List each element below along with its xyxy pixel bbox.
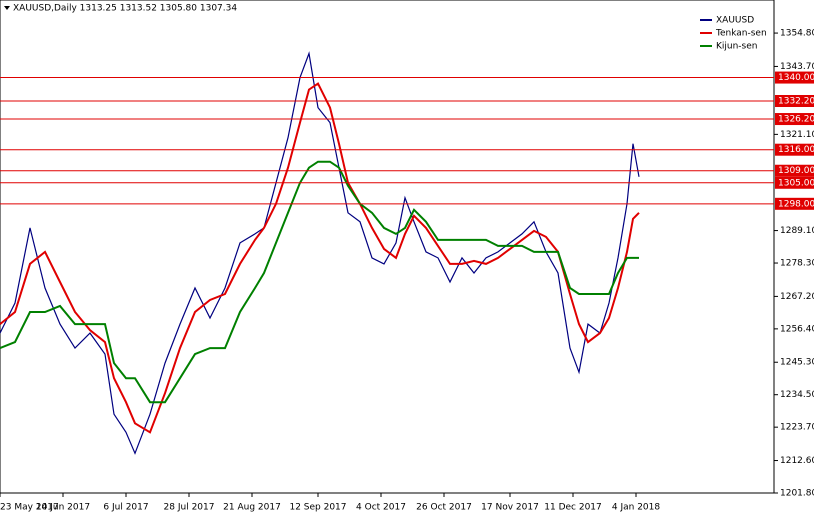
x-tick-label: 23 May 2017 bbox=[0, 503, 59, 513]
y-tick-label: 1245.30 bbox=[780, 358, 814, 368]
level-tag bbox=[775, 197, 814, 210]
x-tick-label: 14 Jun 2017 bbox=[36, 503, 90, 513]
level-label: 1309.00 bbox=[778, 166, 814, 176]
level-label: 1332.20 bbox=[778, 97, 814, 107]
y-tick-label: 1234.50 bbox=[780, 390, 814, 400]
legend-label: XAUUSD bbox=[716, 16, 754, 26]
symbol-icon bbox=[4, 6, 10, 10]
x-tick-label: 12 Sep 2017 bbox=[289, 503, 346, 513]
level-label: 1340.00 bbox=[778, 73, 814, 83]
level-label: 1326.20 bbox=[778, 115, 814, 125]
y-tick-label: 1278.30 bbox=[780, 259, 814, 269]
level-tag bbox=[775, 176, 814, 189]
y-tick-label: 1223.70 bbox=[780, 423, 814, 433]
series-line bbox=[0, 160, 639, 404]
level-tag bbox=[775, 95, 814, 108]
x-tick-label: 6 Jul 2017 bbox=[103, 503, 148, 513]
legend-label: Kijun-sen bbox=[716, 42, 758, 52]
level-tag bbox=[775, 164, 814, 177]
level-tag bbox=[775, 113, 814, 126]
y-tick-label: 1212.60 bbox=[780, 456, 814, 466]
x-tick-label: 11 Dec 2017 bbox=[544, 503, 602, 513]
legend-label: Tenkan-sen bbox=[715, 29, 767, 39]
y-tick-label: 1354.80 bbox=[780, 29, 814, 39]
x-tick-label: 4 Jan 2018 bbox=[612, 503, 660, 513]
y-tick-label: 1321.10 bbox=[780, 130, 814, 140]
level-tag bbox=[775, 71, 814, 84]
y-tick-label: 1289.10 bbox=[780, 226, 814, 236]
y-tick-label: 1343.70 bbox=[780, 62, 814, 72]
x-tick-label: 4 Oct 2017 bbox=[356, 503, 406, 513]
y-tick-label: 1201.80 bbox=[780, 489, 814, 499]
level-label: 1298.00 bbox=[778, 199, 814, 209]
x-tick-label: 21 Aug 2017 bbox=[223, 503, 281, 513]
level-label: 1305.00 bbox=[778, 178, 814, 188]
x-tick-label: 28 Jul 2017 bbox=[164, 503, 215, 513]
series-line bbox=[0, 51, 640, 455]
level-label: 1316.00 bbox=[778, 145, 814, 155]
y-tick-label: 1256.40 bbox=[780, 324, 814, 334]
chart-title: XAUUSD,Daily 1313.25 1313.52 1305.80 130… bbox=[13, 4, 237, 14]
level-tag bbox=[775, 143, 814, 156]
x-tick-label: 26 Oct 2017 bbox=[416, 503, 472, 513]
plot-frame bbox=[0, 0, 775, 494]
x-tick-label: 17 Nov 2017 bbox=[481, 503, 539, 513]
y-tick-label: 1267.20 bbox=[780, 292, 814, 302]
